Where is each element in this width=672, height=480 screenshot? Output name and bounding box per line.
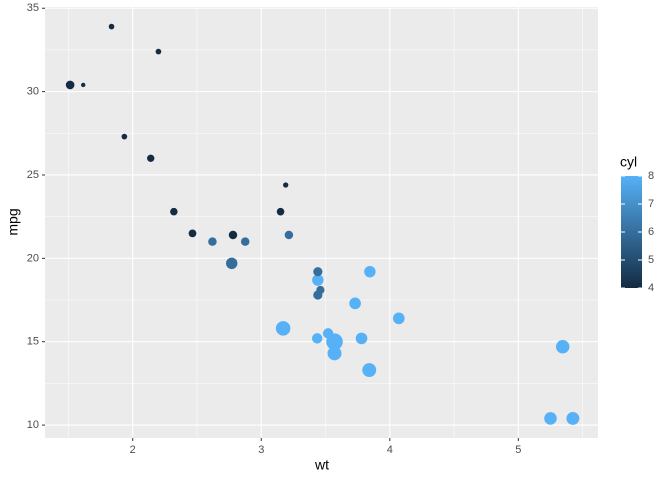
x-axis-title: wt [314, 457, 329, 473]
point [225, 257, 238, 270]
x-tick-label: 4 [387, 444, 393, 456]
point [311, 333, 323, 344]
point [208, 237, 217, 246]
point [313, 267, 323, 277]
x-tick-label: 3 [258, 444, 264, 456]
point [362, 363, 377, 378]
y-tick-label: 20 [27, 252, 39, 264]
point [188, 229, 197, 238]
point [228, 230, 238, 240]
legend-label: 5 [648, 254, 654, 266]
y-tick-label: 15 [27, 336, 39, 348]
point [284, 230, 294, 240]
point [121, 133, 128, 140]
panel [45, 7, 598, 438]
colorbar [621, 176, 642, 288]
point [155, 48, 162, 55]
point [65, 80, 75, 90]
y-tick-label: 25 [27, 169, 39, 181]
point [555, 339, 570, 354]
point [326, 333, 343, 351]
point [276, 207, 285, 216]
point [81, 82, 86, 88]
legend-label: 7 [648, 198, 654, 210]
point [147, 154, 155, 163]
legend-label: 6 [648, 226, 654, 238]
point [275, 321, 291, 336]
x-tick-label: 2 [130, 444, 136, 456]
point [312, 274, 324, 286]
point [240, 237, 250, 246]
x-tick-label: 5 [515, 444, 521, 456]
point [349, 297, 361, 310]
point [327, 346, 342, 361]
point [283, 182, 289, 188]
point [313, 290, 323, 300]
y-tick-label: 30 [27, 86, 39, 98]
y-axis-title: mpg [5, 208, 21, 235]
point [108, 23, 115, 30]
y-tick-label: 10 [27, 419, 39, 431]
point [544, 412, 557, 425]
point [566, 411, 580, 425]
point [364, 265, 376, 278]
legend-title: cyl [620, 154, 637, 170]
y-tick-label: 35 [27, 2, 39, 14]
point [170, 207, 178, 216]
legend-label: 4 [648, 282, 654, 294]
legend-label: 8 [648, 170, 654, 182]
point [355, 332, 368, 345]
point [392, 312, 405, 325]
